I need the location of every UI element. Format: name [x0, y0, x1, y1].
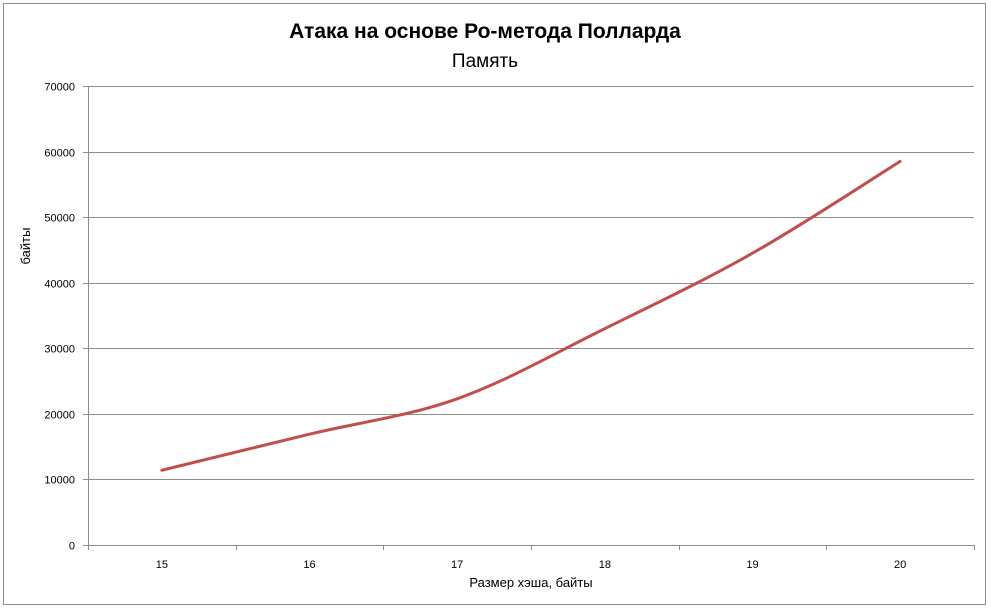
x-tick-label: 18 — [599, 559, 611, 571]
y-tick-label: 10000 — [44, 475, 75, 487]
x-tick-label: 19 — [746, 559, 758, 571]
y-tick-label: 70000 — [44, 82, 75, 94]
y-tick-labels: 0 10000 20000 30000 40000 50000 60000 70000 — [44, 82, 75, 553]
x-axis-label: Размер хэша, байты — [469, 575, 592, 590]
x-tick-label: 20 — [894, 559, 906, 571]
y-tick-label: 40000 — [44, 279, 75, 291]
axes — [83, 86, 975, 550]
x-tick-labels: 15 16 17 18 19 20 — [156, 559, 907, 571]
y-axis-label: байты — [18, 228, 33, 265]
chart-frame — [3, 3, 986, 605]
y-tick-label: 50000 — [44, 213, 75, 225]
series-line — [160, 159, 902, 472]
gridlines — [88, 86, 974, 480]
x-tick-label: 16 — [303, 559, 315, 571]
y-tick-label: 60000 — [44, 148, 75, 160]
chart-title: Атака на основе Ро-метода Полларда — [289, 20, 681, 43]
x-tick-label: 17 — [451, 559, 463, 571]
y-tick-label: 0 — [69, 541, 75, 553]
y-tick-label: 30000 — [44, 344, 75, 356]
chart-subtitle: Память — [452, 51, 518, 72]
y-tick-label: 20000 — [44, 410, 75, 422]
series-group — [160, 159, 902, 472]
x-tick-label: 15 — [156, 559, 168, 571]
